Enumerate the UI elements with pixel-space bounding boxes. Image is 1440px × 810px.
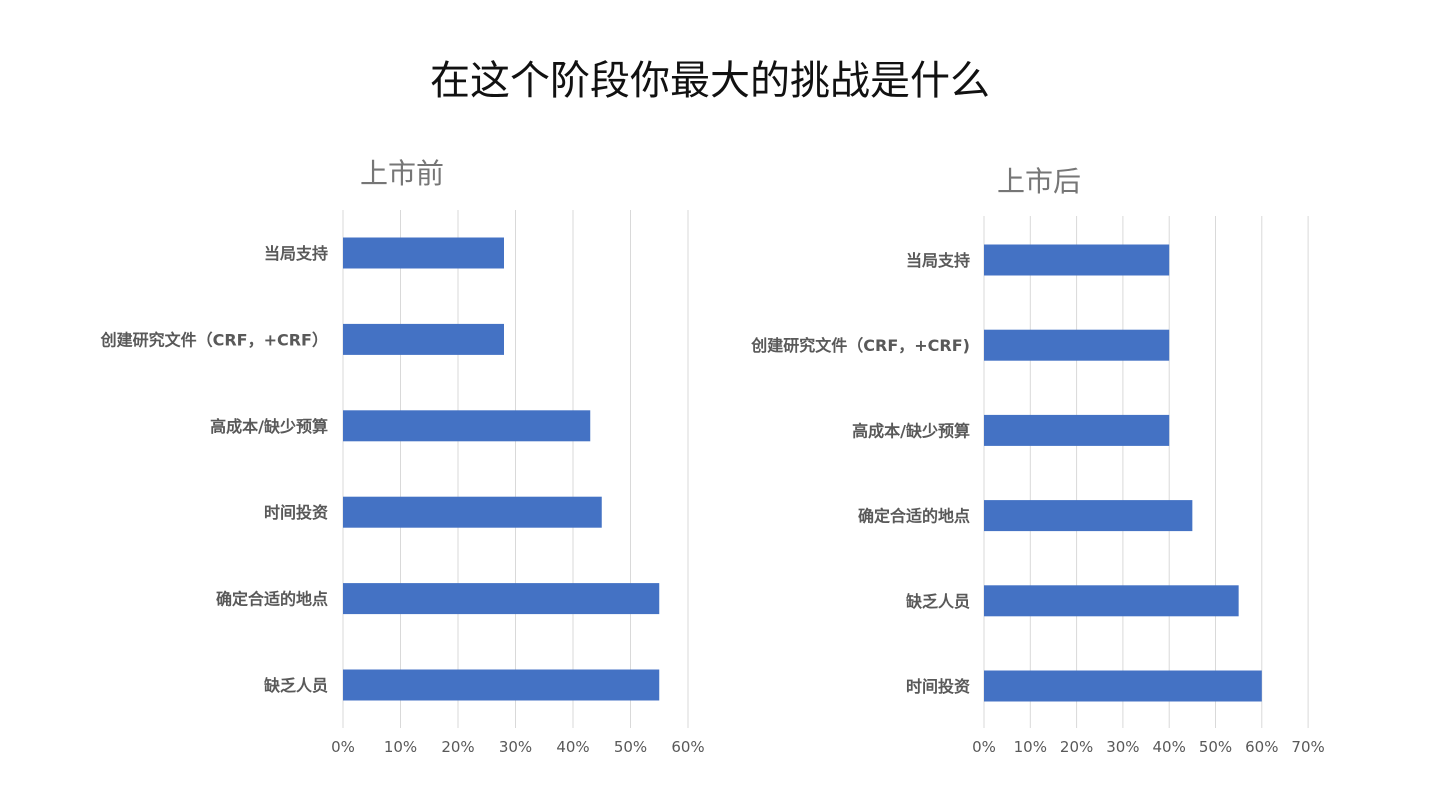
bar: [984, 244, 1170, 276]
tick-label: 30%: [1106, 738, 1139, 756]
bar: [343, 496, 602, 528]
category-label: 缺乏人员: [264, 676, 328, 695]
tick-label: 40%: [556, 738, 589, 756]
tick-label: 60%: [1245, 738, 1278, 756]
bar: [984, 329, 1170, 361]
category-label: 确定合适的地点: [216, 590, 328, 609]
bar: [343, 583, 660, 615]
bar: [984, 585, 1239, 617]
tick-label: 40%: [1153, 738, 1186, 756]
category-label: 高成本/缺少预算: [852, 421, 970, 440]
category-label: 高成本/缺少预算: [210, 417, 328, 436]
tick-label: 60%: [671, 738, 704, 756]
bar: [343, 323, 504, 355]
category-label: 确定合适的地点: [858, 507, 970, 526]
tick-label: 10%: [384, 738, 417, 756]
category-label: 创建研究文件（CRF，+CRF）: [100, 330, 328, 349]
chart-title-before-launch: 上市前: [360, 157, 445, 190]
tick-label: 0%: [331, 738, 355, 756]
chart-title-after-launch: 上市后: [997, 165, 1082, 198]
category-label: 当局支持: [264, 244, 328, 263]
tick-label: 50%: [1199, 738, 1232, 756]
tick-label: 70%: [1291, 738, 1324, 756]
bar: [984, 500, 1193, 532]
bar: [984, 670, 1262, 702]
bar: [343, 237, 504, 269]
bar: [984, 414, 1170, 446]
tick-label: 10%: [1014, 738, 1047, 756]
category-label: 创建研究文件（CRF，+CRF): [750, 336, 970, 355]
tick-label: 20%: [441, 738, 474, 756]
category-label: 时间投资: [906, 677, 970, 696]
category-label: 缺乏人员: [906, 592, 970, 611]
category-label: 当局支持: [906, 251, 970, 270]
bar: [343, 410, 591, 442]
page-title: 在这个阶段你最大的挑战是什么: [430, 58, 990, 104]
tick-label: 20%: [1060, 738, 1093, 756]
bar: [343, 669, 660, 701]
tick-label: 0%: [972, 738, 996, 756]
tick-label: 50%: [614, 738, 647, 756]
category-label: 时间投资: [264, 503, 328, 522]
tick-label: 30%: [499, 738, 532, 756]
